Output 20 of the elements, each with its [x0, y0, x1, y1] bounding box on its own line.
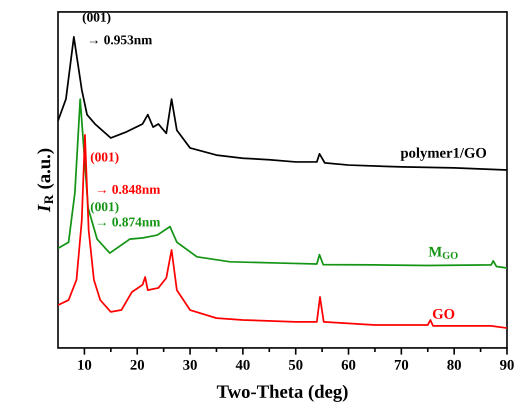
x-tick-label: 20 — [130, 360, 144, 370]
y-axis-title: I$_{R}$ (a.u.) — [37, 148, 54, 212]
x-tick-label: 10 — [78, 360, 92, 370]
annotation: → 0.953nm — [90, 35, 152, 44]
x-tick-label: 50 — [288, 360, 302, 370]
annotation: → 0.848nm — [98, 184, 160, 194]
annotation: (001) — [90, 202, 119, 214]
x-tick-label: 70 — [394, 360, 408, 370]
series-label: M$_{GO}$ — [428, 246, 458, 259]
x-tick-label: 80 — [447, 360, 461, 370]
annotation: → 0.874nm — [98, 217, 160, 227]
x-tick-label: 60 — [342, 360, 356, 370]
text: (001) — [82, 12, 110, 24]
annotation: (001) — [90, 152, 119, 164]
x-axis-title: Two-Theta (deg) — [216, 384, 348, 402]
series-label: polymer1/GO — [400, 147, 486, 161]
x-tick-label: 30 — [183, 360, 197, 370]
x-tick-label: 90 — [500, 360, 514, 370]
x-tick-label: 40 — [236, 360, 250, 370]
series-label: GO — [432, 308, 454, 319]
